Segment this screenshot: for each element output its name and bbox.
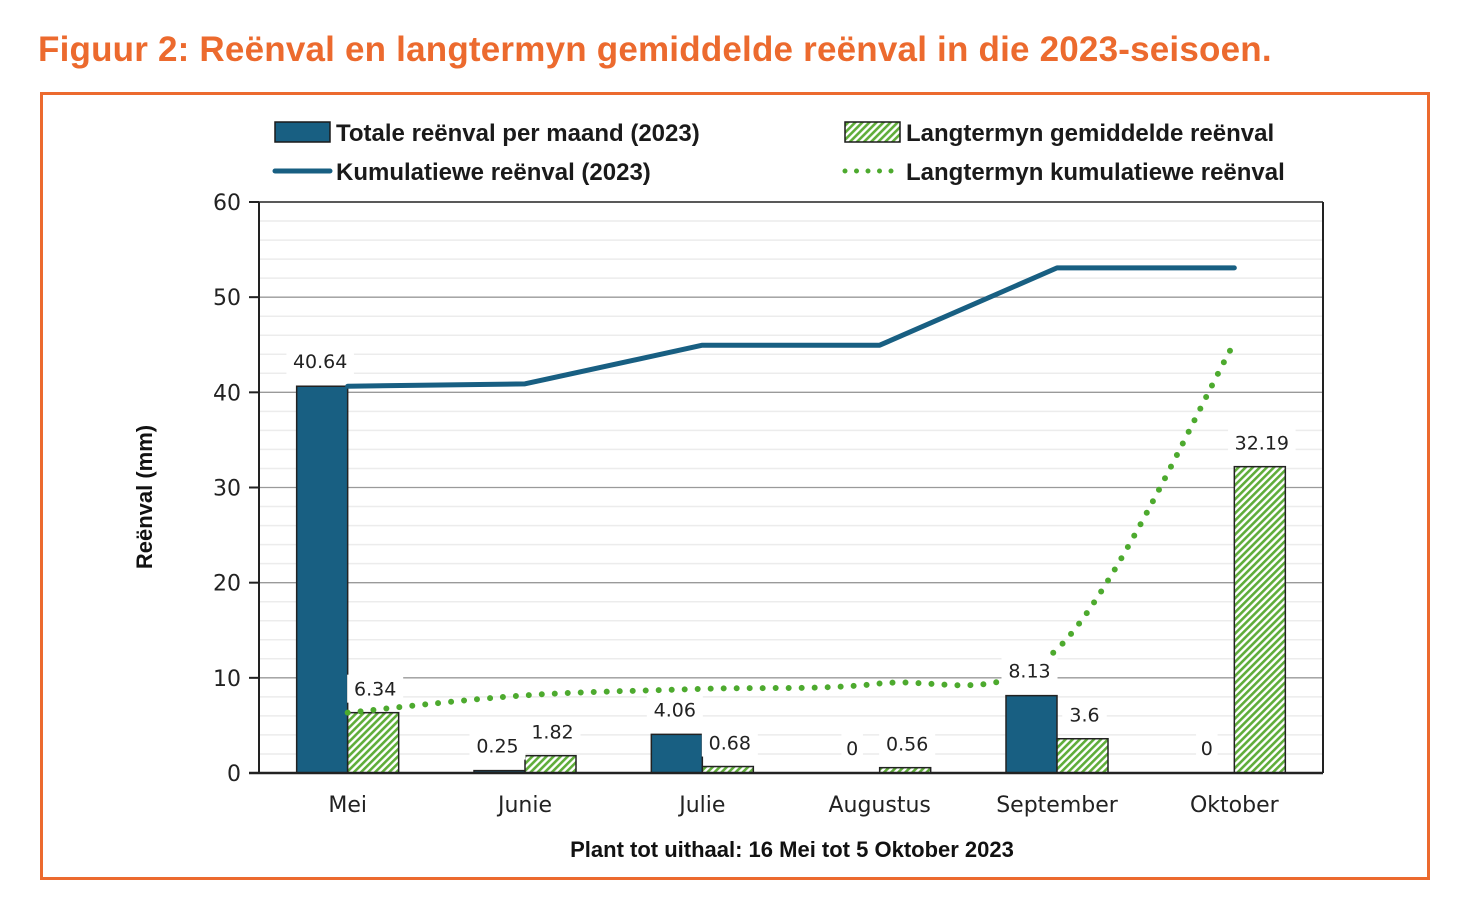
data-label: 32.19 [1235,433,1289,455]
y-tick-label: 10 [213,667,241,692]
data-label: 0.68 [709,733,751,755]
data-label-bg [701,728,758,757]
x-axis-title: Plant tot uithaal: 16 Mei tot 5 Oktober … [570,837,1014,862]
legend-item-bar-longterm: Langtermyn gemiddelde reënval [844,120,1274,147]
data-label-bg [524,717,581,746]
data-label: 0.25 [476,736,518,758]
y-tick-label: 20 [213,572,241,597]
data-label: 8.13 [1008,661,1050,683]
x-tick-label: Augustus [828,793,930,818]
y-axis-title: Reënval (mm) [132,425,157,569]
bar-longterm [524,754,577,774]
data-label-bg [347,674,404,703]
bar-2023 [295,385,349,774]
figure-frame [40,92,1430,880]
y-tick-label: 30 [213,477,241,502]
line-cumulative-2023 [345,265,1237,389]
data-label: 0 [846,738,858,760]
x-tick-label: Mei [328,793,367,818]
data-label-bg [286,347,354,376]
legend: Totale reënval per maand (2023) Langterm… [272,120,1285,186]
bar-longterm [1056,737,1109,774]
axes: 0 10 20 30 40 50 60 Mei Junie Julie Augustus Septem… [213,191,1324,818]
bar-longterm [1233,465,1287,774]
x-tick-label: Oktober [1190,793,1280,818]
legend-label: Kumulatiewe reënval (2023) [336,159,651,186]
data-label: 1.82 [531,722,573,744]
data-label-bg [1196,734,1218,762]
bars [295,385,1287,774]
bar-2023 [1005,694,1058,774]
bar-longterm [346,711,400,774]
data-label-bg [841,734,863,762]
line-cumulative-longterm [344,339,1238,716]
y-tick-label: 60 [213,191,241,216]
data-label: 0.56 [886,734,928,756]
bar-2023 [650,733,704,774]
legend-swatch-bar-longterm [844,121,901,143]
y-tick-label: 0 [227,762,241,787]
y-tick-label: 50 [213,286,241,311]
data-label-bg [1062,700,1107,729]
x-tick-label: Julie [677,793,725,818]
data-label: 0 [1201,738,1213,760]
data-label-bg [469,731,526,760]
lines [344,265,1238,716]
x-tick-label: September [996,793,1119,818]
data-label-bg [1001,656,1058,685]
data-label-bg [1228,428,1296,457]
data-label: 40.64 [293,351,347,373]
data-labels: 40.64 6.34 0.25 1.82 4.06 0.68 0 0.56 8.13 3.6 0 32… [286,347,1296,762]
legend-item-bar-2023: Totale reënval per maand (2023) [274,120,700,147]
legend-label: Langtermyn gemiddelde reënval [906,120,1274,147]
legend-swatch-bar-2023 [274,121,331,143]
data-label: 4.06 [654,699,696,721]
legend-label: Langtermyn kumulatiewe reënval [906,159,1285,186]
x-tick-label: Junie [496,793,552,818]
data-label: 3.6 [1069,705,1099,727]
figure-title: Figuur 2: Reënval en langtermyn gemiddel… [38,30,1272,69]
y-tick-label: 40 [213,381,241,406]
data-label-bg [646,695,703,724]
legend-item-line-longterm: Langtermyn kumulatiewe reënval [842,159,1285,186]
legend-label: Totale reënval per maand (2023) [336,120,700,147]
gridlines [259,220,1323,755]
data-label: 6.34 [354,679,396,701]
data-label-bg [879,729,936,758]
legend-item-line-2023: Kumulatiewe reënval (2023) [272,159,651,186]
